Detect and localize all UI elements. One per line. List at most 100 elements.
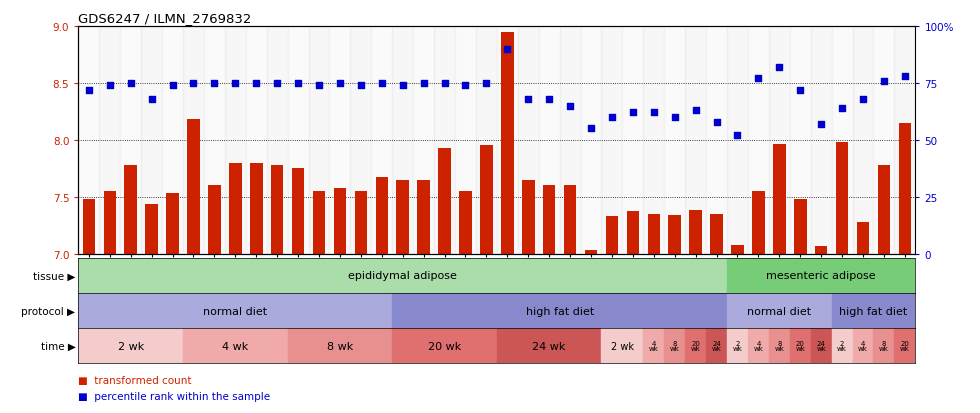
Text: 20 wk: 20 wk: [428, 341, 462, 351]
Point: [751, 76, 766, 82]
Bar: [706, 27, 727, 254]
Bar: [832, 27, 853, 254]
Bar: [810, 27, 832, 254]
Bar: [204, 27, 224, 254]
Point: [270, 80, 285, 87]
Text: 2 wk: 2 wk: [611, 341, 634, 351]
Bar: [685, 27, 706, 254]
Bar: [167, 194, 178, 254]
Bar: [752, 192, 764, 254]
Bar: [267, 27, 288, 254]
Bar: [689, 211, 702, 254]
Point: [122, 80, 138, 87]
Bar: [78, 328, 183, 363]
Bar: [229, 163, 242, 254]
Point: [437, 80, 453, 87]
Point: [248, 80, 264, 87]
Bar: [668, 216, 681, 254]
Point: [374, 80, 390, 87]
Bar: [392, 27, 414, 254]
Bar: [790, 328, 810, 363]
Bar: [183, 27, 204, 254]
Point: [207, 80, 222, 87]
Text: 4 wk: 4 wk: [222, 341, 249, 351]
Bar: [141, 27, 162, 254]
Text: high fat diet: high fat diet: [525, 306, 594, 316]
Bar: [727, 293, 832, 328]
Bar: [78, 258, 727, 293]
Text: 8
wk: 8 wk: [879, 340, 889, 351]
Bar: [288, 27, 309, 254]
Point: [646, 110, 662, 116]
Text: 8 wk: 8 wk: [326, 341, 353, 351]
Bar: [815, 246, 827, 254]
Point: [500, 46, 515, 53]
Text: 20
wk: 20 wk: [796, 340, 806, 351]
Point: [185, 80, 201, 87]
Point: [709, 119, 724, 126]
Bar: [873, 27, 895, 254]
Bar: [836, 142, 849, 254]
Bar: [878, 165, 890, 254]
Bar: [560, 27, 580, 254]
Point: [312, 83, 327, 89]
Bar: [246, 27, 267, 254]
Point: [876, 78, 892, 85]
Bar: [664, 328, 685, 363]
Point: [395, 83, 411, 89]
Bar: [873, 328, 895, 363]
Point: [541, 96, 557, 103]
Bar: [622, 27, 643, 254]
Bar: [392, 293, 727, 328]
Bar: [104, 192, 116, 254]
Bar: [895, 27, 915, 254]
Point: [625, 110, 641, 116]
Point: [478, 80, 494, 87]
Bar: [706, 328, 727, 363]
Bar: [371, 27, 392, 254]
Bar: [539, 27, 560, 254]
Text: ■  transformed count: ■ transformed count: [78, 375, 192, 385]
Point: [290, 80, 306, 87]
Point: [102, 83, 118, 89]
Bar: [397, 180, 409, 254]
Bar: [769, 328, 790, 363]
Bar: [643, 328, 664, 363]
Text: mesenteric adipose: mesenteric adipose: [766, 271, 876, 281]
Bar: [522, 180, 534, 254]
Bar: [895, 328, 915, 363]
Text: 4
wk: 4 wk: [649, 340, 659, 351]
Bar: [288, 328, 392, 363]
Text: 24 wk: 24 wk: [532, 341, 565, 351]
Bar: [292, 169, 305, 254]
Bar: [313, 192, 325, 254]
Text: protocol ▶: protocol ▶: [22, 306, 75, 316]
Bar: [501, 33, 514, 254]
Text: 20
wk: 20 wk: [900, 340, 909, 351]
Bar: [748, 328, 769, 363]
Text: 24
wk: 24 wk: [711, 340, 721, 351]
Text: 24
wk: 24 wk: [816, 340, 826, 351]
Point: [165, 83, 180, 89]
Text: tissue ▶: tissue ▶: [33, 271, 75, 281]
Bar: [727, 27, 748, 254]
Text: GDS6247 / ILMN_2769832: GDS6247 / ILMN_2769832: [78, 12, 252, 25]
Bar: [794, 199, 807, 254]
Text: normal diet: normal diet: [203, 306, 268, 316]
Bar: [606, 216, 618, 254]
Bar: [685, 328, 706, 363]
Point: [227, 80, 243, 87]
Bar: [78, 293, 392, 328]
Bar: [392, 328, 497, 363]
Text: 4
wk: 4 wk: [754, 340, 763, 351]
Text: time ▶: time ▶: [40, 341, 75, 351]
Bar: [899, 123, 911, 254]
Bar: [355, 192, 368, 254]
Point: [583, 126, 599, 132]
Point: [563, 103, 578, 109]
Bar: [727, 258, 915, 293]
Point: [81, 87, 97, 94]
Text: ■  percentile rank within the sample: ■ percentile rank within the sample: [78, 391, 270, 401]
Bar: [664, 27, 685, 254]
Bar: [790, 27, 810, 254]
